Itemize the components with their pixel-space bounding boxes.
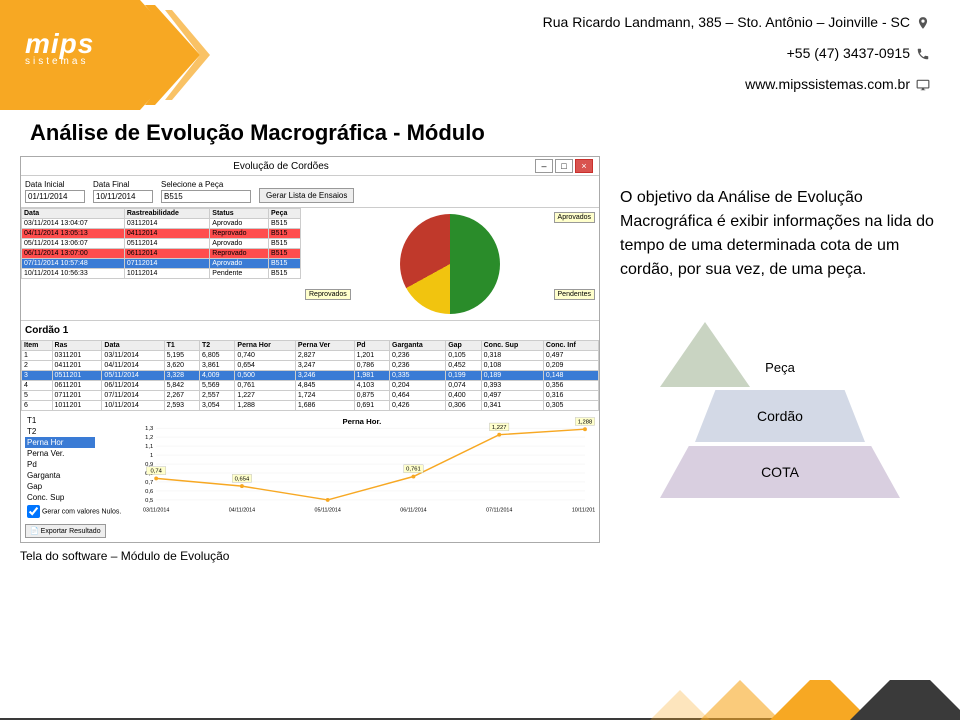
data-final-input[interactable] [93,190,153,203]
grid1: DataRastreabilidadeStatusPeça03/11/2014 … [21,208,301,320]
legend-reprovados: Reprovados [305,289,351,300]
window-titlebar: Evolução de Cordões – □ × [21,157,599,176]
pie-area: Aprovados Reprovados Pendentes [301,208,599,320]
data-inicial-label: Data Inicial [25,180,85,189]
svg-text:07/11/2014: 07/11/2014 [486,508,512,514]
legend-pendentes: Pendentes [554,289,595,300]
selecione-label: Selecione a Peça [161,180,251,189]
minimize-button[interactable]: – [535,159,553,173]
svg-text:1: 1 [150,453,153,459]
content-row: Evolução de Cordões – □ × Data Inicial D… [0,156,960,563]
svg-text:Perna Hor.: Perna Hor. [343,417,382,426]
location-icon [916,16,930,30]
filter-bar: Data Inicial Data Final Selecione a Peça… [21,176,599,208]
svg-text:0,74: 0,74 [151,469,163,475]
nulls-checkbox[interactable]: Gerar com valores Nulos. [25,503,123,520]
description-text: O objetivo da Análise de Evolução Macrog… [620,186,940,282]
app-window: Evolução de Cordões – □ × Data Inicial D… [20,156,600,543]
grid1-table[interactable]: DataRastreabilidadeStatusPeça03/11/2014 … [21,208,301,279]
svg-text:05/11/2014: 05/11/2014 [315,508,341,514]
cordao-label: Cordão 1 [21,321,599,340]
param-panel: T1T2Perna HorPerna Ver.PdGargantaGapConc… [25,415,123,538]
logo-sub: sistemas [25,56,94,67]
window-controls: – □ × [535,159,593,173]
phone-icon [916,47,930,61]
grid2-table[interactable]: ItemRasDataT1T2Perna HorPerna VerPdGarga… [21,340,599,411]
svg-text:1,1: 1,1 [145,444,153,450]
website: www.mipssistemas.com.br [745,72,910,97]
svg-text:0,654: 0,654 [235,476,250,482]
export-button[interactable]: 📄 Exportar Resultado [25,524,106,538]
header: mips sistemas Rua Ricardo Landmann, 385 … [0,0,960,110]
close-button[interactable]: × [575,159,593,173]
svg-text:1,3: 1,3 [145,426,153,432]
pyramid-bot: COTA [660,446,900,498]
data-final-label: Data Final [93,180,153,189]
grid2: ItemRasDataT1T2Perna HorPerna VerPdGarga… [21,340,599,411]
svg-text:1,288: 1,288 [578,419,593,425]
maximize-button[interactable]: □ [555,159,573,173]
screenshot-caption: Tela do software – Módulo de Evolução [20,549,600,563]
svg-text:1,227: 1,227 [492,425,507,431]
svg-text:0,5: 0,5 [145,498,153,504]
line-chart-area: T1T2Perna HorPerna Ver.PdGargantaGapConc… [21,411,599,542]
right-column: O objetivo da Análise de Evolução Macrog… [620,156,940,563]
header-contact: Rua Ricardo Landmann, 385 – Sto. Antônio… [543,10,930,98]
svg-text:0,761: 0,761 [406,467,421,473]
phone: +55 (47) 3437-0915 [787,41,910,66]
svg-text:1,2: 1,2 [145,435,153,441]
pyramid-diagram: Peça Cordão COTA [660,322,900,502]
svg-text:03/11/2014: 03/11/2014 [143,508,169,514]
monitor-icon [916,78,930,92]
svg-text:10/11/2014: 10/11/2014 [572,508,595,514]
svg-text:06/11/2014: 06/11/2014 [401,508,427,514]
legend-aprovados: Aprovados [554,212,595,223]
svg-text:04/11/2014: 04/11/2014 [229,508,255,514]
footer-decoration [0,680,960,720]
selecione-input[interactable] [161,190,251,203]
logo: mips sistemas [25,28,94,67]
svg-text:0,6: 0,6 [145,489,153,495]
window-title-text: Evolução de Cordões [27,161,535,172]
data-inicial-input[interactable] [25,190,85,203]
top-section: DataRastreabilidadeStatusPeça03/11/2014 … [21,208,599,321]
param-list[interactable]: T1T2Perna HorPerna Ver.PdGargantaGapConc… [25,415,95,503]
address: Rua Ricardo Landmann, 385 – Sto. Antônio… [543,10,910,35]
pyramid-mid: Cordão [695,390,865,442]
pyramid-top [660,322,750,387]
pyramid-top-label: Peça [765,360,795,375]
line-chart: Perna Hor.0,50,60,70,80,911,11,21,303/11… [129,415,595,538]
screenshot-column: Evolução de Cordões – □ × Data Inicial D… [20,156,600,563]
gerar-button[interactable]: Gerar Lista de Ensaios [259,188,354,203]
pie-chart [400,214,500,314]
svg-text:0,7: 0,7 [145,480,153,486]
page-title: Análise de Evolução Macrográfica - Módul… [30,120,960,146]
